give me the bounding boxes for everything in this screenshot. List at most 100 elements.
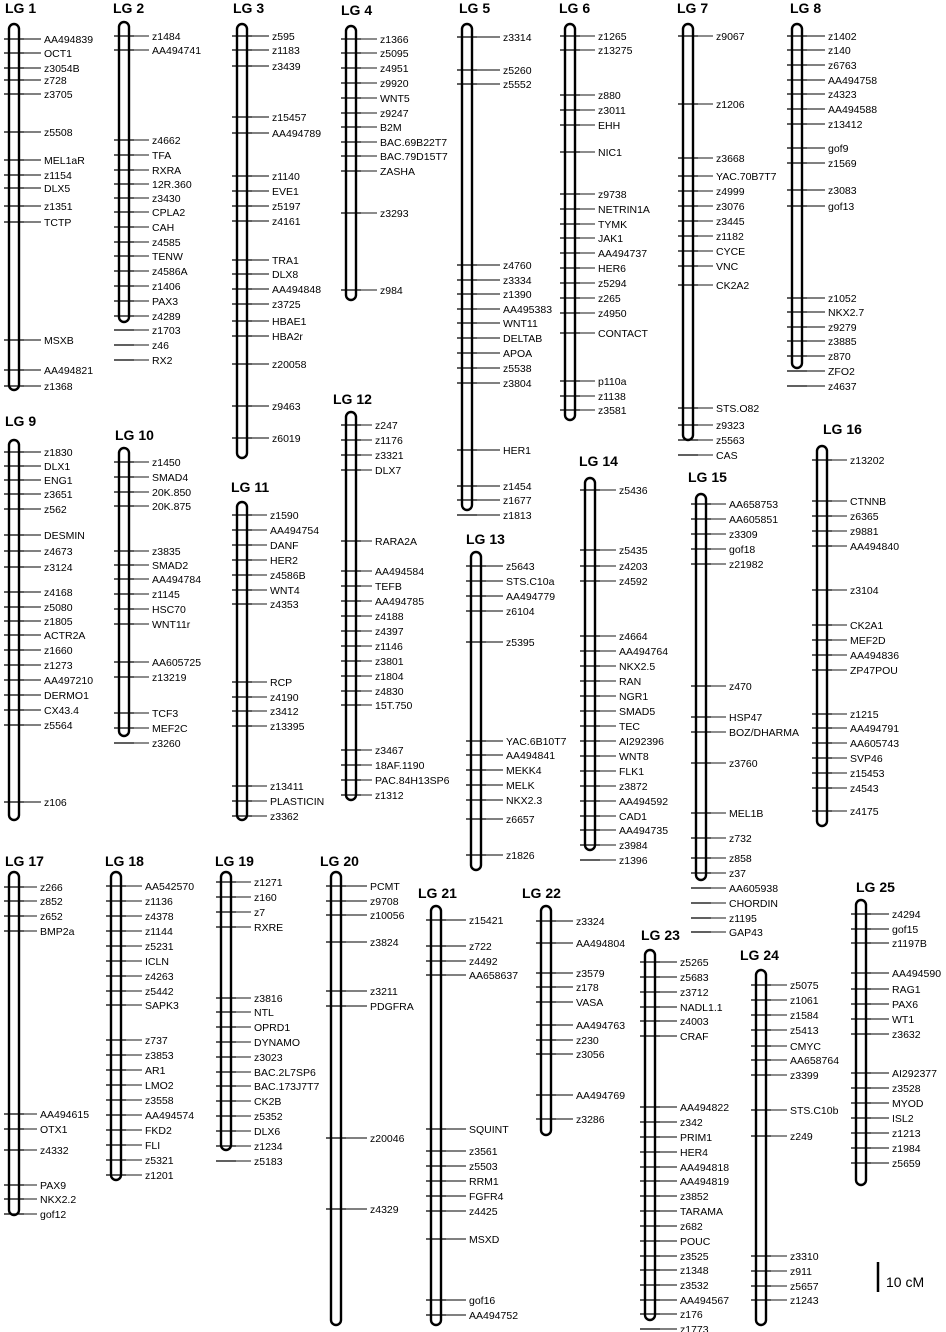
marker-label: z4263 bbox=[145, 971, 174, 983]
linkage-group-title: LG 20 bbox=[320, 853, 359, 869]
marker-label: z9323 bbox=[716, 420, 745, 432]
chromosome-bar bbox=[344, 410, 358, 802]
marker-label: z1703 bbox=[152, 325, 181, 337]
chromosome-bar bbox=[815, 444, 829, 828]
marker-label: NKX2.7 bbox=[828, 307, 864, 319]
scale-bar: 10 cM bbox=[876, 1262, 924, 1292]
linkage-group-title: LG 4 bbox=[341, 2, 372, 18]
chromosome-bar bbox=[219, 870, 233, 1152]
marker-label: z4161 bbox=[272, 216, 301, 228]
marker-label: NKX2.5 bbox=[619, 661, 655, 673]
marker-label: RCP bbox=[270, 677, 292, 689]
chromosome-bar bbox=[7, 870, 21, 1217]
marker-label: z4329 bbox=[370, 1204, 399, 1216]
marker-label: POUC bbox=[680, 1236, 711, 1248]
linkage-group-title: LG 25 bbox=[856, 879, 895, 895]
linkage-group-16: LG 16 z13202 CTNNB z6365 z9881 AA494840 z3104 C… bbox=[812, 421, 899, 828]
marker-label: HER2 bbox=[270, 555, 298, 567]
marker-label: MELK bbox=[506, 780, 535, 792]
marker-label: ZASHA bbox=[380, 166, 415, 178]
marker-label: z160 bbox=[254, 892, 277, 904]
marker-label: AA494735 bbox=[619, 825, 668, 837]
marker-label: DLX5 bbox=[44, 183, 70, 195]
marker-label: z5442 bbox=[145, 986, 174, 998]
marker-label: z1984 bbox=[892, 1143, 921, 1155]
chromosome-bar bbox=[117, 20, 131, 324]
marker-label: AA494615 bbox=[40, 1109, 89, 1121]
marker-label: BAC.2L7SP6 bbox=[254, 1067, 316, 1079]
marker-label: z5395 bbox=[506, 637, 535, 649]
marker-label: WNT11r bbox=[152, 619, 191, 631]
marker-label: CK2A2 bbox=[716, 280, 749, 292]
marker-label: HER4 bbox=[680, 1147, 708, 1159]
marker-label: z595 bbox=[272, 31, 295, 43]
marker-label: z4673 bbox=[44, 546, 73, 558]
linkage-group-title: LG 5 bbox=[459, 0, 490, 16]
marker-label: HSC70 bbox=[152, 604, 186, 616]
linkage-group-4: LG 4 z1366 z5095 z4951 z9920 WNT5 z9247 B2M BAC.… bbox=[341, 2, 448, 302]
marker-label: z9067 bbox=[716, 31, 745, 43]
marker-label: z1396 bbox=[619, 855, 648, 867]
marker-label: MEL1B bbox=[729, 808, 763, 820]
marker-label: z3412 bbox=[270, 706, 299, 718]
marker-label: z3984 bbox=[619, 840, 648, 852]
marker-label: z1348 bbox=[680, 1265, 709, 1277]
marker-label: z1138 bbox=[598, 391, 626, 403]
marker-label: B2M bbox=[380, 122, 402, 134]
marker-label: z5683 bbox=[680, 972, 709, 984]
marker-label: 15T.750 bbox=[375, 700, 413, 712]
marker-label: z4353 bbox=[270, 599, 299, 611]
marker-label: z46 bbox=[152, 340, 169, 352]
marker-label: z4950 bbox=[598, 308, 627, 320]
marker-label: 20K.875 bbox=[152, 501, 191, 513]
marker-label: WNT5 bbox=[380, 93, 410, 105]
marker-label: z3023 bbox=[254, 1052, 283, 1064]
marker-label: YAC.70B7T7 bbox=[716, 171, 777, 183]
marker-label: z13411 bbox=[270, 781, 304, 793]
chromosome-bar bbox=[235, 500, 249, 822]
marker-label: RXRA bbox=[152, 165, 181, 177]
linkage-group-13: LG 13 z5643 STS.C10a AA494779 z6104 z5395 YAC.… bbox=[466, 531, 567, 872]
marker-label: BAC.173J7T7 bbox=[254, 1081, 320, 1093]
marker-label: z1402 bbox=[828, 31, 857, 43]
marker-label: z5321 bbox=[145, 1155, 174, 1167]
marker-label: DLX8 bbox=[272, 269, 298, 281]
linkage-group-24: LG 24 z5075 z1061 z1584 z5413 CMYC AA658764 z33… bbox=[740, 947, 839, 1327]
chromosome-bar bbox=[109, 870, 123, 1182]
marker-label: z3430 bbox=[152, 193, 181, 205]
linkage-group-title: LG 8 bbox=[790, 0, 821, 16]
marker-label: z3124 bbox=[44, 562, 73, 574]
marker-label: STS.C10a bbox=[506, 576, 555, 588]
marker-label: DELTAB bbox=[503, 333, 542, 345]
marker-label: z4951 bbox=[380, 63, 409, 75]
marker-label: z37 bbox=[729, 868, 746, 880]
marker-label: AA494785 bbox=[375, 596, 424, 608]
marker-label: CPLA2 bbox=[152, 207, 185, 219]
marker-label: z3725 bbox=[272, 299, 301, 311]
marker-label: z3104 bbox=[850, 585, 879, 597]
marker-label: AA494590 bbox=[892, 968, 941, 980]
marker-label: z6104 bbox=[506, 606, 535, 618]
marker-label: DLX1 bbox=[44, 461, 70, 473]
linkage-group-title: LG 2 bbox=[113, 0, 144, 16]
marker-label: z4289 bbox=[152, 311, 181, 323]
marker-label: z1484 bbox=[152, 31, 181, 43]
marker-label: SAPK3 bbox=[145, 1000, 179, 1012]
marker-label: z3579 bbox=[576, 968, 605, 980]
marker-label: z1590 bbox=[270, 510, 299, 522]
marker-label: z21982 bbox=[729, 559, 764, 571]
linkage-group-15: LG 15 AA658753 AA605851 z3309 gof18 z21982 z47… bbox=[688, 469, 799, 939]
marker-label: 12R.360 bbox=[152, 179, 192, 191]
marker-label: z3056 bbox=[576, 1049, 605, 1061]
marker-label: z5508 bbox=[44, 127, 73, 139]
linkage-group-title: LG 17 bbox=[5, 853, 44, 869]
linkage-group-22: LG 22 z3324 AA494804 z3579 z178 VASA AA494763 z… bbox=[522, 885, 625, 1137]
marker-label: z1450 bbox=[152, 457, 181, 469]
marker-label: DESMIN bbox=[44, 530, 85, 542]
chromosome-bar bbox=[583, 476, 597, 852]
marker-label: z6019 bbox=[272, 433, 301, 445]
marker-label: z5231 bbox=[145, 941, 174, 953]
marker-label: z3399 bbox=[790, 1070, 819, 1082]
marker-label: z5503 bbox=[469, 1161, 498, 1173]
